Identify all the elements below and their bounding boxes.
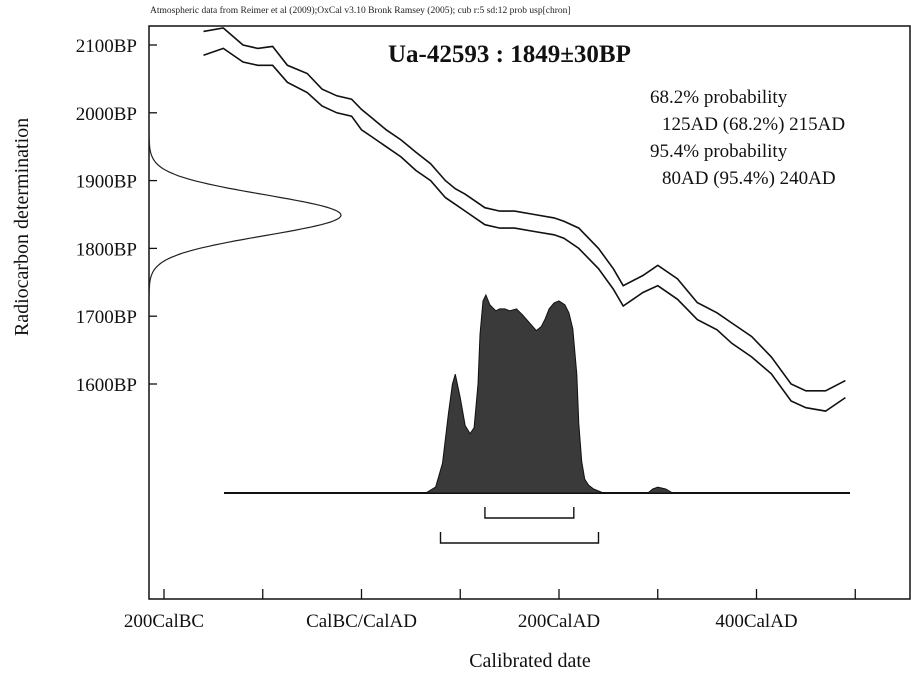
range-bracket-2	[439, 532, 600, 544]
calibration-curve-upper	[203, 27, 846, 392]
y-tick-label-5: 1600BP	[76, 375, 137, 396]
range-2-probability: 95.4% probability	[650, 141, 788, 162]
y-axis-ticks	[149, 44, 157, 385]
x-tick-label-3: 400CalAD	[715, 611, 797, 632]
x-tick-label-1: CalBC/CalAD	[306, 611, 417, 632]
range-bracket-1	[484, 507, 575, 519]
calibration-curve-lower	[203, 47, 846, 412]
x-tick-label-2: 200CalAD	[518, 611, 600, 632]
y-tick-label-3: 1800BP	[76, 239, 137, 260]
y-tick-label-4: 1700BP	[76, 307, 137, 328]
calibrated-distribution	[423, 293, 678, 494]
y-axis-title: Radiocarbon determination	[11, 118, 33, 336]
sample-title: Ua-42593 : 1849±30BP	[388, 41, 631, 68]
y-tick-label-0: 2100BP	[76, 36, 137, 57]
y-axis-tick-labels: 2100BP 2000BP 1900BP 1800BP 1700BP 1600BP	[76, 36, 137, 396]
header-note: Atmospheric data from Reimer et al (2009…	[150, 5, 571, 16]
calibrated-range-brackets	[439, 507, 600, 544]
range-1-interval: 125AD (68.2%) 215AD	[662, 114, 845, 135]
x-tick-label-0: 200CalBC	[124, 611, 204, 632]
x-axis-ticks	[163, 589, 856, 599]
x-axis-title: Calibrated date	[469, 650, 591, 672]
radiocarbon-date-distribution	[148, 133, 342, 297]
range-1-probability: 68.2% probability	[650, 87, 788, 108]
plot-frame	[148, 25, 911, 600]
y-tick-label-1: 2000BP	[76, 104, 137, 125]
range-2-interval: 80AD (95.4%) 240AD	[662, 168, 836, 189]
x-axis-tick-labels: 200CalBC CalBC/CalAD 200CalAD 400CalAD	[124, 611, 798, 632]
y-tick-label-2: 1900BP	[76, 172, 137, 193]
